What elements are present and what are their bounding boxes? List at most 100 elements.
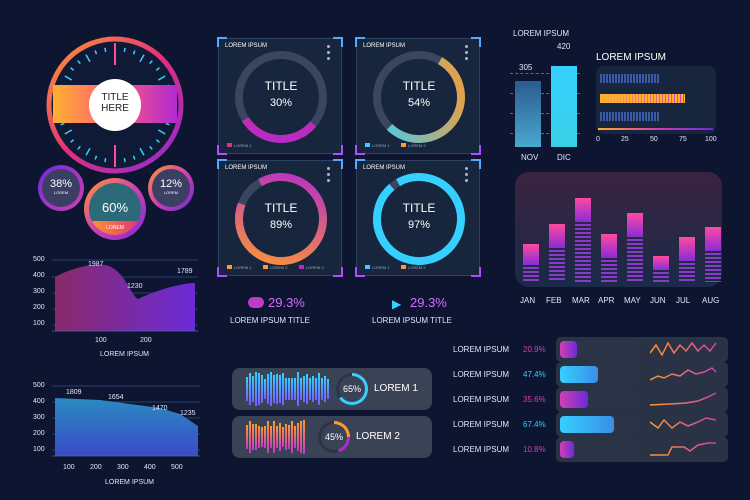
progress-fill [560,391,588,408]
month-label: JUN [650,296,666,305]
progress-row[interactable]: LOREM IPSUM 35.6% [448,390,728,412]
x-tick: 100 [95,337,107,344]
barcode-line [273,375,275,402]
barcode-line [294,426,296,449]
small-gauge-label: LOREM [89,225,141,231]
x-axis-label: LOREM IPSUM [105,479,154,486]
x-tick: 500 [171,464,183,471]
month-label: APR [598,296,614,305]
barcode-line [270,426,272,448]
progress-row[interactable]: LOREM IPSUM 47.4% [448,365,728,387]
row-value: 10.8% [523,445,546,454]
stat-label: LOREM IPSUM TITLE [372,316,452,325]
legend-label: LOREM 3 [306,265,324,270]
ring-indicator: 45% [318,421,350,453]
stat-2: ▶ 29.3% LOREM IPSUM TITLE [382,296,472,326]
gauge-title-line1: TITLE [89,92,141,103]
x-tick: 400 [144,464,156,471]
more-icon[interactable] [465,167,468,185]
legend-label: LOREM 1 [372,265,390,270]
y-tick: 500 [33,382,45,389]
x-tick: 200 [90,464,102,471]
legend-swatch [299,265,304,269]
sparkline [650,366,720,384]
barcode-line [273,421,275,453]
area-chart-1: 500 400 300 200 100 1987 1230 1789 100 2… [30,255,200,360]
small-gauge-left: 38% LOREM [38,165,84,211]
legend-swatch [401,143,406,147]
progress-fill [560,366,598,383]
month-bar [575,198,591,282]
row-value: 47.4% [523,370,546,379]
annotation: 1789 [177,268,193,275]
donut-title: TITLE [373,201,465,215]
barcode-line [282,373,284,405]
more-icon[interactable] [465,45,468,63]
barcode-line [297,423,299,450]
y-tick: 300 [33,288,45,295]
barcode-row-1[interactable]: 65% LOREM 1 [232,368,432,410]
row-label: LOREM IPSUM [453,395,509,404]
month-label: MAY [624,296,641,305]
barcode-line [294,378,296,401]
panel-header: LOREM IPSUM [225,43,267,49]
barcode-line [300,378,302,400]
legend-label: LOREM 2 [408,143,426,148]
legend-label: LOREM 2 [270,265,288,270]
barcode-label: LOREM 1 [374,383,418,394]
barcode-line [255,424,257,451]
barcode-line [291,421,293,453]
donut-title: TITLE [373,79,465,93]
legend-label: LOREM 1 [234,265,252,270]
ring-indicator: 65% [336,373,368,405]
donut-title: TITLE [235,201,327,215]
barcode-line [276,374,278,405]
x-tick: 50 [650,136,658,143]
legend-swatch [263,265,268,269]
hbar-row [600,94,685,103]
month-label: JAN [520,296,535,305]
legend-item: LOREM 2 [263,265,288,270]
row-label: LOREM IPSUM [453,420,509,429]
barcode-line [297,372,299,405]
progress-row[interactable]: LOREM IPSUM 10.8% [448,440,728,462]
barcode-line [255,372,257,405]
monthly-chart: JAN FEB MAR APR MAY JUN JUL AUG [515,172,722,312]
month-bar [601,234,617,282]
barcode-line [288,425,290,448]
barcode-line [327,379,329,400]
barcode-graphic [246,372,331,406]
donut-panel[interactable]: LOREM IPSUM TITLE 30% LOREM 1 [218,38,342,154]
barcode-line [267,421,269,454]
stat-label: LOREM IPSUM TITLE [230,316,310,325]
gauge-title-line2: HERE [89,103,141,114]
barcode-label: LOREM 2 [356,431,400,442]
legend-item: LOREM 1 [365,143,390,148]
hbar-row [600,74,660,83]
barcode-line [300,421,302,454]
barcode-line [306,374,308,403]
barcode-row-2[interactable]: 45% LOREM 2 [232,416,432,458]
small-gauge-value: 60% [89,200,141,215]
barcode-line [270,372,272,406]
annotation: 1230 [127,283,143,290]
donut-panel[interactable]: LOREM IPSUM TITLE 54% LOREM 1 LOREM 2 [356,38,480,154]
donut-panel[interactable]: LOREM IPSUM TITLE 97% LOREM 1 LOREM 2 [356,160,480,276]
donut-panel[interactable]: LOREM IPSUM TITLE 89% LOREM 1 LOREM 2 LOREM… [218,160,342,276]
progress-fill [560,416,614,433]
area-chart-1-plot [30,255,200,345]
progress-row[interactable]: LOREM IPSUM 20.9% [448,340,728,362]
month-label: MAR [572,296,590,305]
progress-fill [560,441,574,458]
more-icon[interactable] [327,45,330,63]
progress-row[interactable]: LOREM IPSUM 67.4% [448,415,728,437]
bar-value: 305 [519,63,532,72]
y-tick: 200 [33,304,45,311]
donut-value: 97% [373,219,465,231]
month-bar [627,213,643,282]
donut-title: TITLE [235,79,327,93]
barcode-line [282,427,284,448]
barcode-line [264,426,266,449]
barcode-line [309,378,311,400]
more-icon[interactable] [327,167,330,185]
